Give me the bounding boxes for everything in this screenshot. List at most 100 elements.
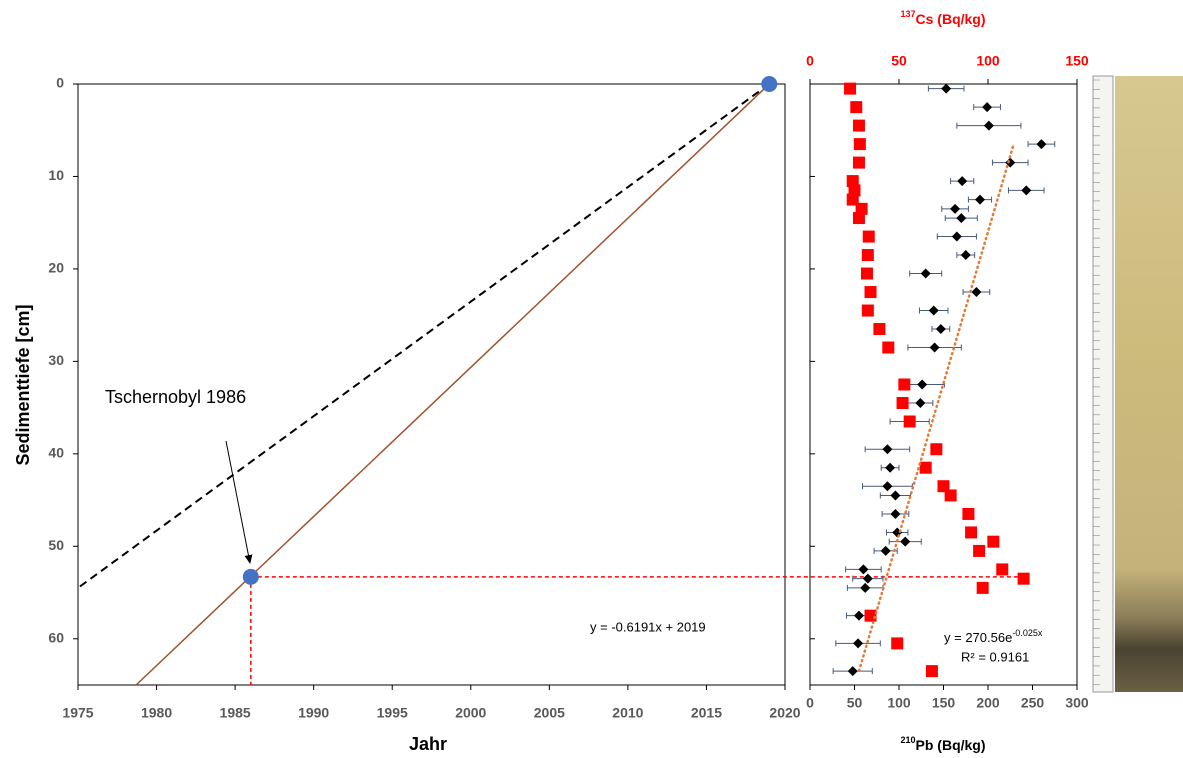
diamond-marker xyxy=(936,324,946,334)
line xyxy=(78,84,769,588)
square-marker xyxy=(930,443,942,455)
square-marker xyxy=(962,508,974,520)
diamond-marker xyxy=(961,250,971,260)
diamond-marker xyxy=(885,463,895,473)
diamond-marker xyxy=(929,306,939,316)
x-tick-label: 1995 xyxy=(377,705,408,721)
square-marker xyxy=(973,545,985,557)
x2-tick-label: 50 xyxy=(891,53,907,69)
diamond-marker xyxy=(930,343,940,353)
annotation: R² = 0.9161 xyxy=(961,649,1029,664)
point xyxy=(761,76,777,92)
diamond-marker xyxy=(890,490,900,500)
square-marker xyxy=(865,286,877,298)
core-photo xyxy=(1115,76,1183,692)
x-tick-label: 1975 xyxy=(62,705,93,721)
line xyxy=(136,84,769,685)
square-marker xyxy=(897,397,909,409)
x2-tick-label: 0 xyxy=(806,53,814,69)
diamond-marker xyxy=(882,444,892,454)
diamond-marker xyxy=(882,481,892,491)
x-tick-label: 1985 xyxy=(220,705,251,721)
diamond-marker xyxy=(881,546,891,556)
diamond-marker xyxy=(971,287,981,297)
x-tick-label: 2010 xyxy=(612,705,643,721)
x-tick-label: 1990 xyxy=(298,705,329,721)
x-tick-label: 300 xyxy=(1065,695,1089,711)
x-tick-label: 150 xyxy=(932,695,956,711)
label-text: Cs (Bq/kg) xyxy=(916,11,986,27)
diamond-marker xyxy=(848,666,858,676)
x2-axis-title: 137Cs (Bq/kg) xyxy=(900,9,985,26)
x-tick-label: 2005 xyxy=(534,705,565,721)
y-tick-label: 60 xyxy=(48,629,64,645)
equation-sup: -0.025x xyxy=(1012,628,1043,638)
label-text: Pb (Bq/kg) xyxy=(916,737,986,753)
x-tick-label: 200 xyxy=(976,695,1000,711)
diamond-marker xyxy=(900,537,910,547)
square-marker xyxy=(898,379,910,391)
diamond-marker xyxy=(1036,139,1046,149)
square-marker xyxy=(844,83,856,95)
diamond-marker xyxy=(921,269,931,279)
diamond-marker xyxy=(853,638,863,648)
equation: y = 270.56e xyxy=(944,630,1012,645)
chart: Jahr Sedimenttiefe [cm] 210Pb (Bq/kg) 13… xyxy=(0,0,1183,758)
y-axis-title: Sedimenttiefe [cm] xyxy=(13,304,33,465)
diamond-marker xyxy=(941,84,951,94)
square-marker xyxy=(853,157,865,169)
square-marker xyxy=(987,536,999,548)
square-marker xyxy=(945,489,957,501)
square-marker xyxy=(882,342,894,354)
annotation: y = 270.56e-0.025x xyxy=(944,628,1043,645)
diamond-marker xyxy=(956,213,966,223)
square-marker xyxy=(861,268,873,280)
x-axis-title: Jahr xyxy=(409,734,447,754)
annotation: Tschernobyl 1986 xyxy=(105,387,246,407)
label-sup: 137 xyxy=(900,9,915,19)
x-tick-label: 100 xyxy=(887,695,911,711)
square-marker xyxy=(862,249,874,261)
diamond-marker xyxy=(950,204,960,214)
point xyxy=(243,569,259,585)
square-marker xyxy=(926,665,938,677)
square-marker xyxy=(853,212,865,224)
diamond-marker xyxy=(1021,185,1031,195)
x-tick-label: 2020 xyxy=(769,705,800,721)
x-axis-title: 210Pb (Bq/kg) xyxy=(900,735,985,752)
square-marker xyxy=(853,120,865,132)
label-sup: 210 xyxy=(900,735,915,745)
square-marker xyxy=(862,305,874,317)
annotation: y = -0.6191x + 2019 xyxy=(590,619,706,634)
diamond-marker xyxy=(863,574,873,584)
diamond-marker xyxy=(957,176,967,186)
diamond-marker xyxy=(975,195,985,205)
diamond-marker xyxy=(984,121,994,131)
plot-frame xyxy=(78,84,785,685)
annotation-arrow xyxy=(226,441,250,563)
x-tick-label: 50 xyxy=(847,695,863,711)
square-marker xyxy=(863,231,875,243)
square-marker xyxy=(904,415,916,427)
x-tick-label: 250 xyxy=(1021,695,1045,711)
square-marker xyxy=(977,582,989,594)
diamond-marker xyxy=(858,564,868,574)
y-tick-label: 10 xyxy=(48,167,64,183)
core-ruler xyxy=(1093,76,1113,692)
square-marker xyxy=(1018,573,1030,585)
x-tick-label: 2015 xyxy=(691,705,722,721)
x-tick-label: 0 xyxy=(806,695,814,711)
trend-line xyxy=(859,147,1013,671)
x2-tick-label: 150 xyxy=(1065,53,1089,69)
square-marker xyxy=(865,610,877,622)
y-tick-label: 0 xyxy=(56,75,64,91)
square-marker xyxy=(850,101,862,113)
square-marker xyxy=(965,526,977,538)
square-marker xyxy=(873,323,885,335)
y-tick-label: 30 xyxy=(48,352,64,368)
diamond-marker xyxy=(982,102,992,112)
diamond-marker xyxy=(860,583,870,593)
square-marker xyxy=(854,138,866,150)
diamond-marker xyxy=(917,380,927,390)
x2-tick-label: 100 xyxy=(976,53,1000,69)
